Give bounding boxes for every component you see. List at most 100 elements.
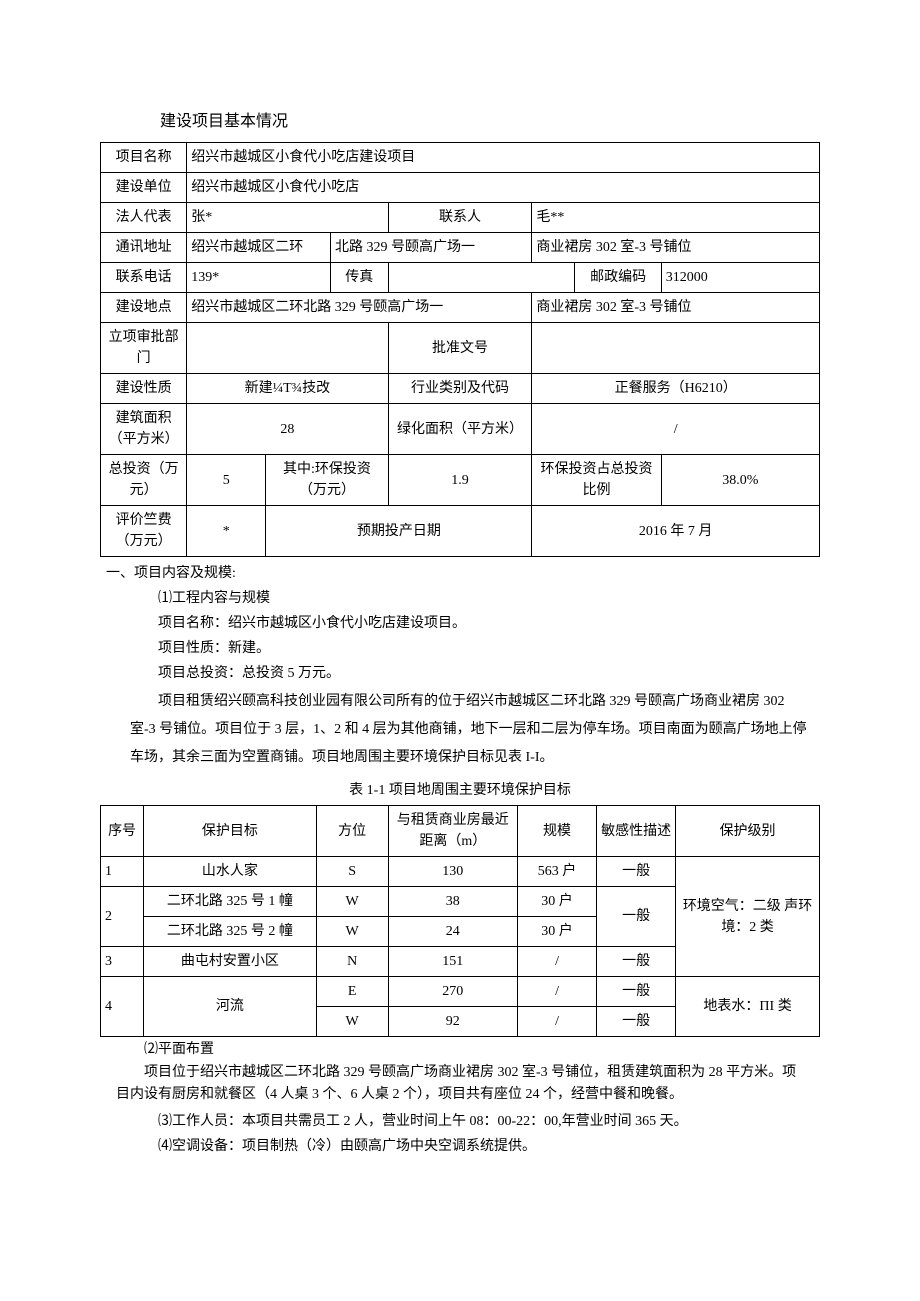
- cell: /: [517, 947, 596, 977]
- cell: N: [316, 947, 388, 977]
- cell: 3: [101, 947, 144, 977]
- cell: /: [517, 1007, 596, 1037]
- paragraph: ⑷空调设备：项目制热（冷）由颐高广场中央空调系统提供。: [100, 1136, 820, 1157]
- table-row: 建设单位 绍兴市越城区小食代小吃店: [101, 173, 820, 203]
- paragraph: ⑵平面布置: [100, 1039, 820, 1060]
- label: 法人代表: [101, 203, 187, 233]
- paragraph: 项目名称：绍兴市越城区小食代小吃店建设项目。: [100, 613, 820, 634]
- table-row: 4 河流 E 270 / 一般 地表水：ΠI 类: [101, 977, 820, 1007]
- cell: 地表水：ΠI 类: [676, 977, 820, 1037]
- cell: 30 户: [517, 917, 596, 947]
- label: 建设地点: [101, 293, 187, 323]
- cell: 一般: [597, 977, 676, 1007]
- table-row: 项目名称 绍兴市越城区小食代小吃店建设项目: [101, 143, 820, 173]
- label: 其中:环保投资（万元）: [266, 455, 388, 506]
- paragraph: ⑴工程内容与规模: [100, 588, 820, 609]
- cell: W: [316, 1007, 388, 1037]
- col-header: 敏感性描述: [597, 806, 676, 857]
- value: 张*: [187, 203, 388, 233]
- value: 1.9: [388, 455, 532, 506]
- value: 商业裙房 302 室-3 号铺位: [532, 293, 820, 323]
- label: 总投资（万元）: [101, 455, 187, 506]
- label: 预期投产日期: [266, 506, 532, 557]
- label: 建筑面积（平方米）: [101, 404, 187, 455]
- cell: 270: [388, 977, 517, 1007]
- value: 2016 年 7 月: [532, 506, 820, 557]
- cell: 24: [388, 917, 517, 947]
- cell: 2: [101, 887, 144, 947]
- value: 312000: [661, 263, 819, 293]
- table-caption: 表 1-1 项目地周围主要环境保护目标: [100, 780, 820, 801]
- doc-title: 建设项目基本情况: [100, 110, 820, 134]
- cell: 4: [101, 977, 144, 1037]
- col-header: 保护级别: [676, 806, 820, 857]
- value: 正餐服务（H6210）: [532, 374, 820, 404]
- cell: 1: [101, 857, 144, 887]
- label: 通讯地址: [101, 233, 187, 263]
- value: /: [532, 404, 820, 455]
- label: 行业类别及代码: [388, 374, 532, 404]
- cell: 一般: [597, 887, 676, 947]
- paragraph: ⑶工作人员：本项目共需员工 2 人，营业时间上午 08：00-22：00,年营业…: [100, 1111, 820, 1132]
- value: 139*: [187, 263, 331, 293]
- label: 建设单位: [101, 173, 187, 203]
- paragraph: 项目位于绍兴市越城区二环北路 329 号颐高广场商业裙房 302 室-3 号铺位…: [100, 1062, 820, 1107]
- col-header: 与租赁商业房最近距离（m）: [388, 806, 517, 857]
- basic-info-table: 项目名称 绍兴市越城区小食代小吃店建设项目 建设单位 绍兴市越城区小食代小吃店 …: [100, 142, 820, 557]
- label: 传真: [331, 263, 389, 293]
- paragraph: 项目租赁绍兴颐高科技创业园有限公司所有的位于绍兴市越城区二环北路 329 号颐高…: [100, 688, 820, 772]
- cell: 130: [388, 857, 517, 887]
- col-header: 方位: [316, 806, 388, 857]
- table-row: 评价竺费（万元） * 预期投产日期 2016 年 7 月: [101, 506, 820, 557]
- value: 商业裙房 302 室-3 号铺位: [532, 233, 820, 263]
- cell: 二环北路 325 号 2 幢: [144, 917, 317, 947]
- col-header: 规模: [517, 806, 596, 857]
- table-row: 1 山水人家 S 130 563 户 一般 环境空气：二级 声环境：2 类: [101, 857, 820, 887]
- value: 38.0%: [661, 455, 819, 506]
- label: 联系电话: [101, 263, 187, 293]
- table-header-row: 序号 保护目标 方位 与租赁商业房最近距离（m） 规模 敏感性描述 保护级别: [101, 806, 820, 857]
- cell: 河流: [144, 977, 317, 1037]
- col-header: 保护目标: [144, 806, 317, 857]
- value: 新建¼T¾技改: [187, 374, 388, 404]
- cell: 二环北路 325 号 1 幢: [144, 887, 317, 917]
- paragraph: 项目总投资：总投资 5 万元。: [100, 663, 820, 684]
- table-row: 建设性质 新建¼T¾技改 行业类别及代码 正餐服务（H6210）: [101, 374, 820, 404]
- value: 5: [187, 455, 266, 506]
- cell: 30 户: [517, 887, 596, 917]
- value: *: [187, 506, 266, 557]
- value: 北路 329 号颐高广场一: [331, 233, 532, 263]
- col-header: 序号: [101, 806, 144, 857]
- env-target-table: 序号 保护目标 方位 与租赁商业房最近距离（m） 规模 敏感性描述 保护级别 1…: [100, 805, 820, 1037]
- label: 邮政编码: [575, 263, 661, 293]
- section-heading: 一、项目内容及规模:: [106, 563, 820, 584]
- label: 立项审批部门: [101, 323, 187, 374]
- label: 绿化面积（平方米）: [388, 404, 532, 455]
- label: 项目名称: [101, 143, 187, 173]
- value: 绍兴市越城区二环北路 329 号颐高广场一: [187, 293, 532, 323]
- label: 建设性质: [101, 374, 187, 404]
- label: 联系人: [388, 203, 532, 233]
- table-row: 总投资（万元） 5 其中:环保投资（万元） 1.9 环保投资占总投资比例 38.…: [101, 455, 820, 506]
- cell: 一般: [597, 947, 676, 977]
- cell: W: [316, 917, 388, 947]
- value: 绍兴市越城区小食代小吃店建设项目: [187, 143, 820, 173]
- cell: S: [316, 857, 388, 887]
- cell: 山水人家: [144, 857, 317, 887]
- value: 28: [187, 404, 388, 455]
- value: [187, 323, 388, 374]
- value: [532, 323, 820, 374]
- table-row: 立项审批部门 批准文号: [101, 323, 820, 374]
- cell: 151: [388, 947, 517, 977]
- paragraph: 项目性质：新建。: [100, 638, 820, 659]
- value: 绍兴市越城区二环: [187, 233, 331, 263]
- table-row: 联系电话 139* 传真 邮政编码 312000: [101, 263, 820, 293]
- table-row: 建设地点 绍兴市越城区二环北路 329 号颐高广场一 商业裙房 302 室-3 …: [101, 293, 820, 323]
- value: 毛**: [532, 203, 820, 233]
- table-row: 通讯地址 绍兴市越城区二环 北路 329 号颐高广场一 商业裙房 302 室-3…: [101, 233, 820, 263]
- cell: /: [517, 977, 596, 1007]
- table-row: 法人代表 张* 联系人 毛**: [101, 203, 820, 233]
- value: 绍兴市越城区小食代小吃店: [187, 173, 820, 203]
- cell: E: [316, 977, 388, 1007]
- cell: 563 户: [517, 857, 596, 887]
